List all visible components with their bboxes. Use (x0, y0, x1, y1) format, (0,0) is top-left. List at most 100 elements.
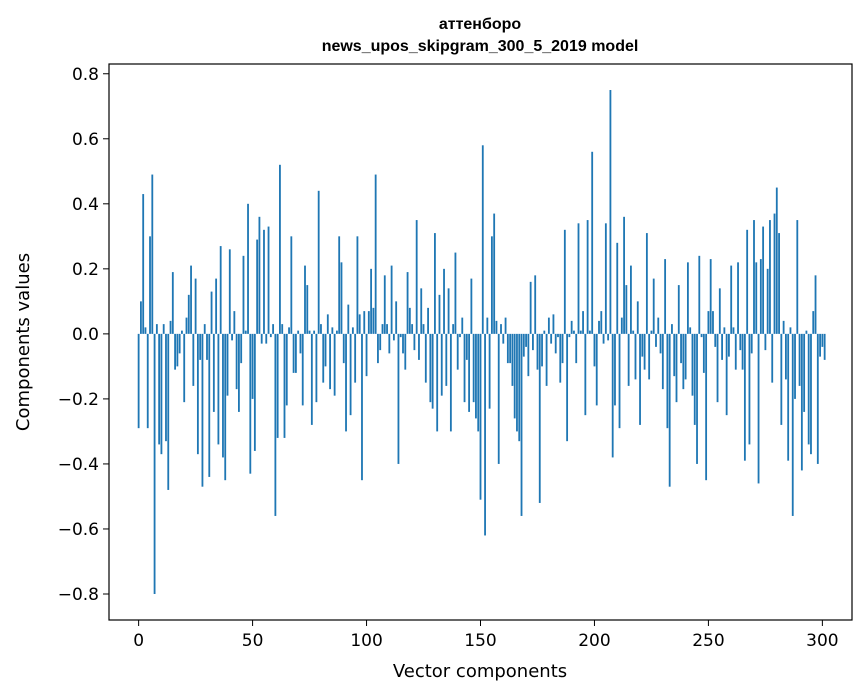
x-tick-label: 150 (464, 631, 496, 651)
bar (192, 333, 195, 386)
bar (800, 333, 803, 471)
bar (789, 327, 792, 334)
bar (345, 333, 347, 432)
bar (183, 333, 186, 403)
bar (206, 333, 208, 360)
bar (641, 333, 644, 357)
bar (424, 333, 427, 383)
bar (219, 246, 222, 334)
bar (684, 333, 687, 380)
bar (370, 268, 373, 334)
bar (146, 333, 149, 429)
bar (288, 327, 290, 334)
bar (513, 333, 516, 419)
bar (648, 333, 651, 380)
bar (816, 333, 819, 464)
bar (144, 327, 147, 334)
bar (691, 333, 694, 396)
bar (664, 259, 667, 334)
bar (240, 333, 243, 364)
bar (600, 311, 603, 334)
bar (208, 333, 211, 477)
x-tick-label: 300 (806, 631, 838, 651)
x-axis-label: Vector components (393, 661, 567, 682)
bar (377, 333, 379, 364)
bar (721, 333, 723, 360)
bar (630, 265, 632, 334)
bar (527, 333, 530, 377)
y-tick-label: 0.2 (72, 260, 99, 280)
bar (645, 233, 648, 334)
bar (406, 272, 409, 334)
y-tick-label: 0.0 (72, 325, 99, 345)
bar (427, 307, 429, 334)
bar (383, 275, 386, 334)
bar (593, 333, 596, 367)
bar (452, 324, 455, 334)
bar (718, 288, 721, 334)
bar (331, 327, 334, 334)
bar (392, 333, 395, 341)
bar (449, 333, 452, 432)
bar (418, 333, 420, 360)
bar (281, 324, 284, 334)
bar (689, 327, 692, 334)
bar (358, 314, 361, 334)
bar (673, 333, 676, 377)
bar (247, 203, 249, 334)
bar (167, 333, 170, 490)
bar (169, 320, 172, 334)
bar (351, 327, 354, 334)
bar (285, 333, 288, 406)
bar (297, 330, 300, 334)
y-tick-label: −0.2 (58, 390, 99, 410)
bar (395, 301, 398, 334)
bar (559, 333, 562, 383)
bar (347, 304, 350, 334)
bar (404, 333, 407, 370)
bar (536, 333, 539, 370)
bar (821, 333, 824, 347)
bar (805, 330, 808, 334)
bar (190, 265, 192, 334)
bar (741, 333, 744, 370)
bar (573, 330, 575, 334)
bar (224, 333, 227, 481)
y-tick-label: −0.8 (58, 585, 99, 605)
bar (750, 333, 753, 354)
bar (798, 333, 801, 386)
bar (545, 333, 548, 386)
bar (326, 314, 329, 334)
bar (397, 333, 400, 464)
bar (324, 333, 327, 367)
bar (249, 333, 252, 474)
bar (677, 285, 680, 334)
bar (468, 333, 471, 412)
bar (308, 330, 311, 334)
bar (349, 333, 352, 416)
bar (365, 333, 368, 377)
bar (743, 333, 746, 461)
y-axis: −0.8 −0.6 −0.4 −0.2 0.0 0.2 0.4 0.6 0.8 (58, 65, 109, 605)
bar (162, 324, 165, 334)
bar (810, 333, 812, 455)
bar (746, 229, 749, 334)
bar (361, 333, 363, 481)
bar (283, 333, 286, 438)
bar (149, 236, 151, 334)
bar (766, 268, 769, 334)
bar (363, 311, 366, 334)
bar (465, 333, 468, 360)
bar (415, 220, 418, 334)
bar (764, 333, 767, 351)
bar (456, 333, 459, 370)
bar (814, 275, 817, 334)
bar (652, 278, 655, 334)
bar (176, 333, 179, 367)
bar (472, 333, 475, 403)
bar (753, 220, 755, 334)
bar (780, 333, 783, 425)
y-tick-label: −0.6 (58, 520, 99, 540)
bar (705, 333, 708, 481)
bar (313, 330, 316, 334)
